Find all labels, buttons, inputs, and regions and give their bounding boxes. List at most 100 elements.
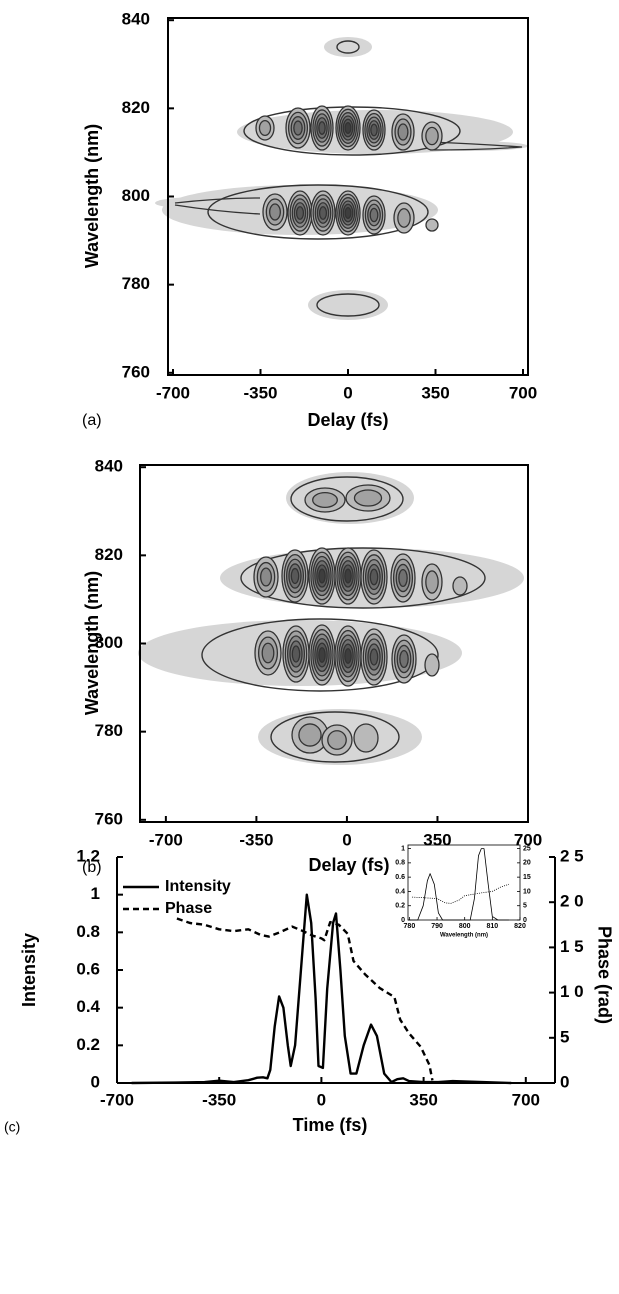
y2-tick-label: 10 [523,888,531,895]
x-tick-label: -700 [149,830,183,849]
y2-tick-label: 5 [560,1027,569,1046]
contour-line [174,197,261,215]
contour-level [295,206,305,220]
trace-background [308,290,388,320]
phase-line [176,917,434,1081]
contour-level [353,723,379,753]
contour-level [397,208,411,228]
contour-level [269,203,281,221]
y-tick-label: 0.4 [395,888,405,895]
contour-level [258,119,272,137]
contour-level [369,207,379,223]
contour-level [260,567,272,587]
y-axis-label: Intensity [19,933,39,1007]
x-tick-label: -700 [100,1090,134,1109]
contour-level [425,570,439,594]
contour-level [425,126,439,146]
contour-level [397,123,409,141]
contour-level [424,653,440,677]
y-tick-label: 0 [401,917,405,924]
y2-tick-label: 2 5 [560,846,584,865]
contour-level [261,642,275,664]
contour-level [353,489,383,507]
contour-level [344,648,352,664]
y2-tick-label: 15 [523,874,531,881]
x-tick-label: -350 [243,383,277,402]
contour-level [291,645,301,663]
contour-level [312,491,338,509]
contour-level [344,122,352,134]
legend-label: Intensity [165,878,231,895]
x-axis-label: Delay (fs) [307,410,388,430]
y-tick-label: 0 [91,1072,100,1091]
contour-line [290,476,404,522]
x-axis-label: Delay (fs) [308,855,389,875]
contour-level [318,121,326,135]
y-tick-label: 0.2 [76,1035,100,1054]
legend-label: Phase [165,900,212,917]
y-tick-label: 820 [122,98,150,117]
contour-level [425,218,439,232]
contour-line [316,293,380,317]
y-tick-label: 780 [122,274,150,293]
y-tick-label: 0.8 [395,860,405,867]
y2-tick-label: 5 [523,903,527,910]
x-tick-label: 700 [514,830,542,849]
x-tick-label: 790 [431,923,443,930]
y2-tick-label: 1 0 [560,982,584,1001]
y2-axis-label: Phase (rad) [594,926,614,1024]
contour-level [318,568,326,584]
y-tick-label: 0.8 [76,922,100,941]
y-tick-label: 1.2 [76,846,100,865]
trace-background [324,37,372,57]
contour-level [452,576,468,596]
y-tick-label: 0.6 [395,874,405,881]
y-axis-label: Wavelength (nm) [82,124,102,268]
x-tick-label: 820 [514,923,526,930]
y2-tick-label: 0 [523,917,527,924]
panel-label: (a) [82,412,102,429]
panel-label: (c) [4,1119,20,1135]
y-tick-label: 780 [95,721,123,740]
y-tick-label: 0.6 [76,959,100,978]
x-tick-label: -350 [202,1090,236,1109]
x-tick-label: 700 [512,1090,540,1109]
x-tick-label: 350 [423,830,451,849]
y-axis-label: Wavelength (nm) [82,571,102,715]
x-axis-label: Time (fs) [293,1115,368,1135]
x-tick-label: -350 [239,830,273,849]
y2-tick-label: 0 [560,1072,569,1091]
contour-level [399,650,409,668]
y-tick-label: 760 [95,809,123,828]
x-tick-label: -700 [156,383,190,402]
x-tick-label: 810 [487,923,499,930]
y-tick-label: 840 [122,10,150,29]
x-tick-label: 780 [404,923,416,930]
y2-tick-label: 25 [523,845,531,852]
x-tick-label: 700 [509,383,537,402]
contour-level [318,206,328,220]
contour-level [344,207,352,219]
contour-level [293,120,303,136]
y-tick-label: 0.4 [76,997,100,1016]
contour-level [344,568,352,584]
y2-tick-label: 20 [523,860,531,867]
contour-level [290,567,300,585]
contour-line [207,184,429,240]
x-tick-label: 0 [317,1090,326,1109]
phase-line [412,883,510,904]
x-tick-label: 0 [342,830,351,849]
x-tick-label: 350 [409,1090,437,1109]
intensity-line [409,848,509,921]
x-tick-label: 800 [459,923,471,930]
y-tick-label: 0.2 [395,903,405,910]
y-tick-label: 1 [91,884,100,903]
contour-level [369,568,379,586]
x-axis-label: Wavelength (nm) [440,933,488,939]
contour-line [240,547,486,609]
y-tick-label: 1 [401,845,405,852]
intensity-line [131,893,512,1085]
contour-level [318,647,326,663]
